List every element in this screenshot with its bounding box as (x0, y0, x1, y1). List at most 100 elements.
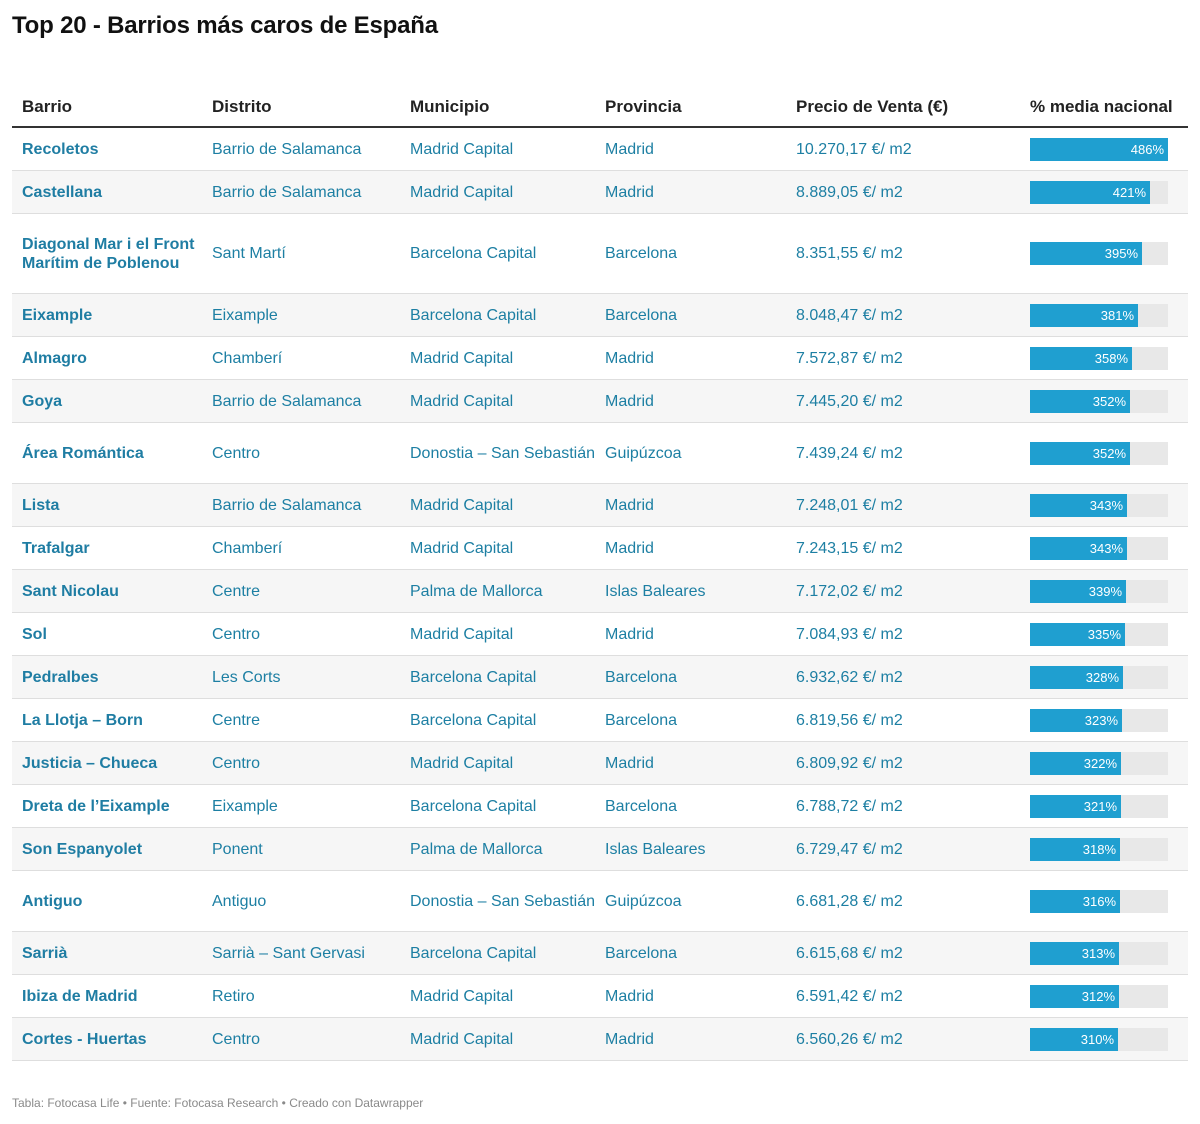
cell-distrito: Barrio de Salamanca (202, 170, 400, 214)
cell-pct-media: 316% (1021, 870, 1188, 932)
cell-provincia: Barcelona (595, 784, 786, 828)
bar-value-label: 343% (1089, 497, 1123, 513)
cell-precio: 8.351,55 €/ m2 (786, 213, 1021, 294)
bar-fill: 339% (1030, 579, 1126, 603)
bar-track: 343% (1030, 493, 1168, 517)
cell-precio: 6.932,62 €/ m2 (786, 655, 1021, 699)
cell-municipio: Donostia – San Sebastián (400, 870, 595, 932)
cell-precio: 7.439,24 €/ m2 (786, 422, 1021, 484)
table-row: Cortes - Huertas Centro Madrid Capital Madr… (12, 1017, 1188, 1061)
cell-distrito: Eixample (202, 293, 400, 337)
cell-municipio: Barcelona Capital (400, 655, 595, 699)
cell-distrito: Barrio de Salamanca (202, 379, 400, 423)
bar-value-label: 381% (1100, 307, 1134, 323)
table-row: Dreta de l’Eixample Eixample Barcelona Cap… (12, 784, 1188, 828)
table-row: Ibiza de Madrid Retiro Madrid Capital Madri… (12, 974, 1188, 1018)
bar-value-label: 313% (1081, 945, 1115, 961)
cell-municipio: Barcelona Capital (400, 293, 595, 337)
cell-provincia: Madrid (595, 127, 786, 171)
bar-track: 312% (1030, 984, 1168, 1008)
cell-precio: 7.172,02 €/ m2 (786, 569, 1021, 613)
cell-provincia: Madrid (595, 974, 786, 1018)
cell-distrito: Centre (202, 698, 400, 742)
cell-provincia: Barcelona (595, 213, 786, 294)
cell-provincia: Madrid (595, 612, 786, 656)
column-header-precio[interactable]: Precio de Venta (€) (786, 70, 1021, 128)
cell-provincia: Madrid (595, 170, 786, 214)
cell-barrio: Sarrià (12, 931, 202, 975)
bar-track: 313% (1030, 941, 1168, 965)
cell-distrito: Barrio de Salamanca (202, 483, 400, 527)
column-header-provincia[interactable]: Provincia (595, 70, 786, 128)
cell-barrio: Lista (12, 483, 202, 527)
bar-fill: 321% (1030, 794, 1121, 818)
bar-fill: 343% (1030, 493, 1127, 517)
bar-track: 343% (1030, 536, 1168, 560)
cell-distrito: Centro (202, 612, 400, 656)
data-table: Barrio Distrito Municipio Provincia Prec… (12, 70, 1188, 1061)
bar-track: 321% (1030, 794, 1168, 818)
cell-distrito: Retiro (202, 974, 400, 1018)
cell-provincia: Guipúzcoa (595, 422, 786, 484)
cell-municipio: Madrid Capital (400, 483, 595, 527)
table-body: Recoletos Barrio de Salamanca Madrid Capit… (12, 127, 1188, 1061)
cell-distrito: Barrio de Salamanca (202, 127, 400, 171)
bar-track: 381% (1030, 303, 1168, 327)
column-header-barrio[interactable]: Barrio (12, 70, 202, 128)
cell-pct-media: 421% (1021, 170, 1188, 214)
cell-barrio: Recoletos (12, 127, 202, 171)
bar-fill: 323% (1030, 708, 1122, 732)
table-row: Trafalgar Chamberí Madrid Capital Madrid 7.2… (12, 526, 1188, 570)
column-header-distrito[interactable]: Distrito (202, 70, 400, 128)
cell-precio: 6.819,56 €/ m2 (786, 698, 1021, 742)
cell-barrio: Área Romántica (12, 422, 202, 484)
cell-pct-media: 352% (1021, 422, 1188, 484)
cell-municipio: Barcelona Capital (400, 213, 595, 294)
cell-pct-media: 321% (1021, 784, 1188, 828)
cell-barrio: Diagonal Mar i el Front Marítim de Poble… (12, 213, 202, 294)
table-row: La Llotja – Born Centre Barcelona Capital B… (12, 698, 1188, 742)
cell-precio: 6.681,28 €/ m2 (786, 870, 1021, 932)
cell-barrio: Sant Nicolau (12, 569, 202, 613)
bar-value-label: 316% (1082, 893, 1116, 909)
cell-provincia: Madrid (595, 379, 786, 423)
bar-track: 486% (1030, 137, 1168, 161)
cell-precio: 10.270,17 €/ m2 (786, 127, 1021, 171)
cell-barrio: Pedralbes (12, 655, 202, 699)
bar-value-label: 352% (1092, 445, 1126, 461)
cell-provincia: Madrid (595, 1017, 786, 1061)
bar-value-label: 339% (1088, 583, 1122, 599)
cell-distrito: Sant Martí (202, 213, 400, 294)
cell-provincia: Islas Baleares (595, 569, 786, 613)
cell-provincia: Madrid (595, 483, 786, 527)
cell-precio: 6.591,42 €/ m2 (786, 974, 1021, 1018)
cell-distrito: Les Corts (202, 655, 400, 699)
bar-value-label: 322% (1083, 755, 1117, 771)
bar-value-label: 486% (1130, 141, 1164, 157)
table-row: Sant Nicolau Centre Palma de Mallorca Islas… (12, 569, 1188, 613)
cell-distrito: Centro (202, 741, 400, 785)
cell-provincia: Barcelona (595, 698, 786, 742)
cell-provincia: Barcelona (595, 293, 786, 337)
column-header-municipio[interactable]: Municipio (400, 70, 595, 128)
bar-value-label: 395% (1104, 246, 1138, 261)
bar-fill: 352% (1030, 389, 1130, 413)
column-header-pct-media[interactable]: % media nacional (1021, 70, 1188, 128)
bar-fill: 352% (1030, 441, 1130, 465)
bar-track: 395% (1030, 242, 1168, 265)
cell-pct-media: 339% (1021, 569, 1188, 613)
cell-pct-media: 352% (1021, 379, 1188, 423)
cell-provincia: Barcelona (595, 931, 786, 975)
cell-barrio: Almagro (12, 336, 202, 380)
cell-pct-media: 322% (1021, 741, 1188, 785)
bar-track: 316% (1030, 889, 1168, 913)
cell-distrito: Centre (202, 569, 400, 613)
cell-precio: 6.615,68 €/ m2 (786, 931, 1021, 975)
cell-distrito: Chamberí (202, 526, 400, 570)
cell-municipio: Madrid Capital (400, 612, 595, 656)
cell-barrio: Castellana (12, 170, 202, 214)
cell-municipio: Barcelona Capital (400, 698, 595, 742)
bar-track: 323% (1030, 708, 1168, 732)
cell-provincia: Guipúzcoa (595, 870, 786, 932)
cell-barrio: Trafalgar (12, 526, 202, 570)
